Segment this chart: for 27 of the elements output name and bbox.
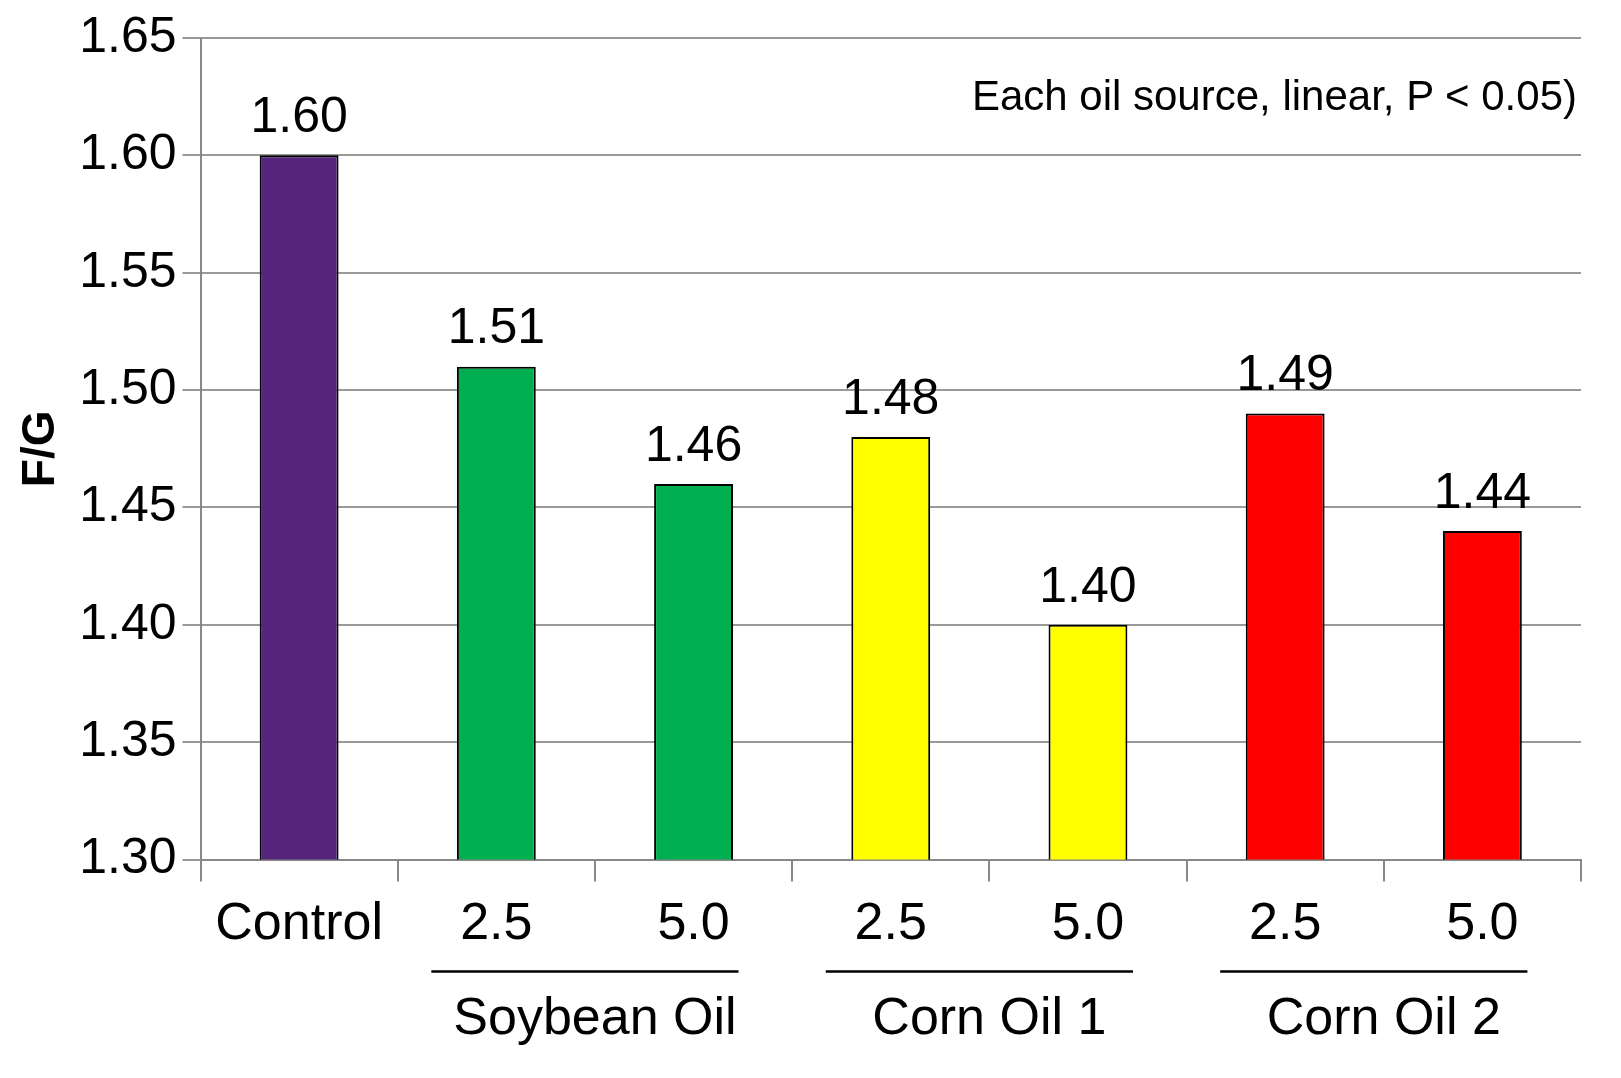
data-label: 1.49 [1236,345,1334,402]
x-tick-label: 5.0 [657,892,730,951]
y-tick-label: 1.50 [79,358,177,415]
data-label: 1.60 [250,87,348,144]
y-tick-label: 1.60 [79,124,177,181]
text: Corn Oil 1 [872,986,1107,1045]
x-tick-label: 5.0 [1446,892,1519,951]
text: Soybean Oil [453,986,737,1045]
x-tick-label: 2.5 [1249,892,1322,951]
data-label: 1.51 [447,298,545,355]
data-label: 1.44 [1433,462,1532,519]
data-label: 1.48 [842,368,940,425]
x-tick-label: 2.5 [460,892,533,951]
x-tick-label: 2.5 [854,892,927,951]
y-tick-label: 1.40 [79,593,177,650]
x-tick-label: 5.0 [1051,892,1125,951]
annotation: Each oil source, linear, P < 0.05) [971,71,1577,119]
x-tick-label: Control [215,892,383,951]
y-tick-label: 1.55 [79,241,177,298]
text: Corn Oil 2 [1266,986,1501,1045]
data-label: 1.40 [1039,556,1137,613]
data-label: 1.46 [644,415,743,472]
y-tick-label: 1.30 [79,828,177,885]
y-tick-label: 1.35 [79,711,177,768]
y-tick-label: 1.45 [79,476,177,533]
y-axis-title: F/G [12,410,65,488]
y-tick-label: 1.65 [79,6,177,63]
